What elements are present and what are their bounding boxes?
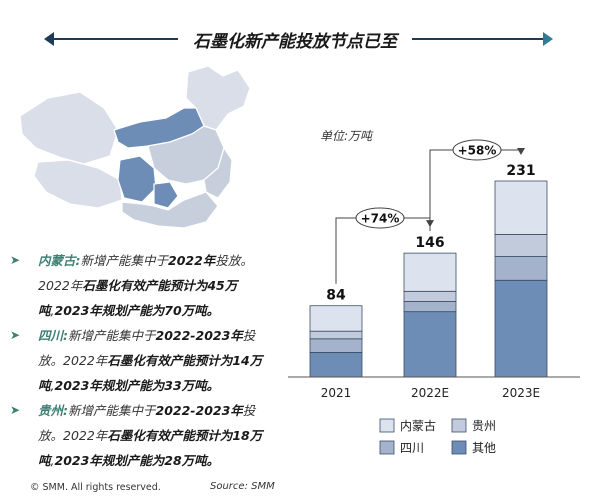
growth-connector (335, 217, 356, 284)
legend-swatch (451, 418, 467, 433)
legend-label: 贵州 (472, 419, 496, 433)
bullet-text: 2023年规划产能为28万吨。 (54, 453, 220, 468)
map-region-guizhou (153, 181, 179, 209)
legend-swatch (451, 440, 467, 455)
title-right-rule (412, 38, 546, 40)
bullet-arrow-icon: ➤ (10, 403, 21, 417)
growth-badge (355, 207, 405, 229)
bar-segment (309, 338, 363, 353)
legend-swatch (379, 418, 395, 433)
legend-swatch (379, 440, 395, 455)
total-label: 84 (326, 288, 346, 304)
x-tick-label: 2021 (321, 386, 352, 400)
bar-segment (309, 330, 363, 340)
bar-segment (494, 256, 548, 281)
total-label: 231 (506, 163, 535, 179)
title-right-arrow-icon (543, 32, 553, 46)
china-map (19, 65, 251, 229)
map-region-south (121, 191, 219, 229)
bullet-region: 四川: (38, 328, 68, 343)
title-bar: 石墨化新产能投放节点已至 (0, 24, 590, 54)
bullet-text: 新增产能集中于 (68, 403, 156, 418)
map-region-northeast (185, 65, 251, 131)
bullet-arrow-icon: ➤ (10, 253, 21, 267)
source-label: Source: SMM (210, 481, 275, 492)
growth-connector (501, 149, 522, 153)
bar-segment (403, 252, 457, 292)
bullet-text: , (50, 378, 55, 393)
bullet-list: ➤ 内蒙古:新增产能集中于2022年投放。2022年石墨化有效产能预计为45万吨,… (8, 248, 278, 473)
growth-badge (452, 139, 502, 161)
bar-segment (309, 305, 363, 332)
bullet-text: , (50, 303, 55, 318)
legend-label: 内蒙古 (400, 418, 436, 433)
x-tick-label: 2022E (411, 386, 449, 400)
total-label: 146 (415, 235, 444, 251)
bullet-text: 2022-2023年 (155, 403, 243, 418)
bullet-item: ➤ 贵州:新增产能集中于2022-2023年投放。2022年石墨化有效产能预计为1… (8, 398, 278, 473)
bar-segment (403, 301, 457, 313)
unit-label: 单位:万吨 (320, 129, 374, 143)
bullet-text: 投放。2022年 (38, 328, 256, 368)
growth-connector (404, 217, 431, 226)
map-region-sichuan (117, 155, 157, 203)
bullet-text: 石墨化有效产能预计为14万吨 (38, 353, 263, 393)
bullet-text: 新增产能集中于 (68, 328, 156, 343)
bar-segment (309, 351, 363, 378)
bar-segment (403, 311, 457, 378)
bullet-item: ➤ 内蒙古:新增产能集中于2022年投放。2022年石墨化有效产能预计为45万吨,… (8, 248, 278, 323)
map-region-northwest (19, 91, 119, 165)
bullet-arrow-icon: ➤ (10, 328, 21, 342)
growth-arrow-icon (517, 148, 525, 155)
stacked-bar-chart: 单位:万吨 84 2021 146 2022E 231 2023E +74% +58% 内蒙古 贵州… (288, 129, 580, 455)
title-left-arrow-icon (44, 32, 54, 46)
growth-label: +58% (458, 144, 497, 158)
map-region-tibet (33, 159, 123, 209)
legend-label: 四川 (400, 441, 424, 455)
bullet-text: 投放。2022年 (38, 253, 253, 293)
bullet-text: 投放。2022年 (38, 403, 256, 443)
page-title: 石墨化新产能投放节点已至 (193, 32, 397, 52)
bar-segment (403, 290, 457, 302)
bullet-region: 内蒙古: (38, 253, 81, 268)
bullet-text: , (50, 453, 55, 468)
title-left-rule (52, 38, 178, 40)
bullet-text: 2023年规划产能为70万吨。 (54, 303, 220, 318)
bullet-text: 2023年规划产能为33万吨。 (54, 378, 220, 393)
growth-connector (429, 149, 453, 232)
bar-segment (494, 180, 548, 235)
growth-label: +74% (361, 212, 400, 226)
copyright: © SMM. All rights reserved. (30, 482, 161, 493)
bullet-text: 新增产能集中于 (80, 253, 169, 268)
bar-segment (494, 234, 548, 257)
bar-segment (494, 279, 548, 378)
bullet-region: 贵州: (38, 403, 68, 418)
legend-label: 其他 (472, 441, 496, 455)
bullet-text: 石墨化有效产能预计为45万吨 (38, 278, 238, 318)
bullet-text: 2022年 (168, 253, 216, 268)
bullet-text: 石墨化有效产能预计为18万吨 (38, 428, 263, 468)
x-tick-label: 2023E (502, 386, 540, 400)
bullet-text: 2022-2023年 (155, 328, 243, 343)
bullet-item: ➤ 四川:新增产能集中于2022-2023年投放。2022年石墨化有效产能预计为1… (8, 323, 278, 398)
map-region-east (203, 146, 233, 199)
